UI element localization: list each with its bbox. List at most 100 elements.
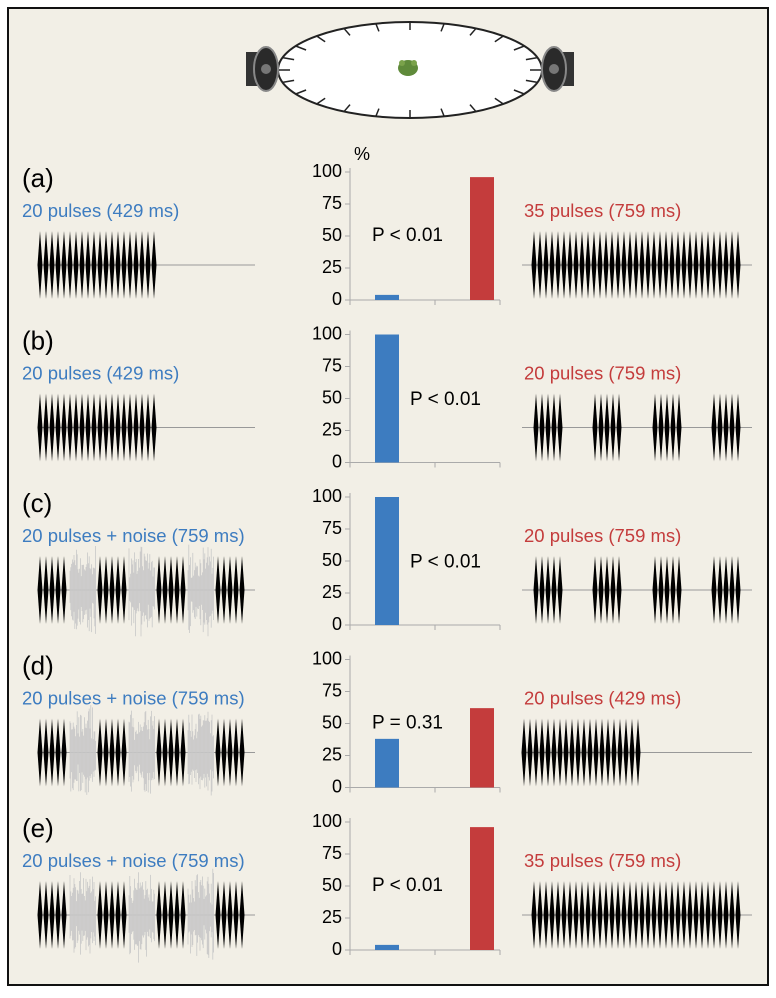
pulse (97, 718, 103, 787)
left-waveform (37, 868, 245, 963)
speaker-left (246, 46, 279, 92)
y-tick-label: 0 (332, 939, 342, 959)
pulse (55, 393, 61, 462)
pulse (603, 231, 609, 299)
bar (375, 944, 399, 950)
pulse (615, 881, 621, 949)
pulse (139, 231, 145, 299)
arena-tick (295, 89, 307, 95)
pulse (49, 556, 55, 624)
arena-tick (375, 23, 380, 32)
pulse (37, 556, 43, 624)
p-value: P < 0.01 (372, 875, 443, 896)
pulse (121, 718, 127, 787)
pulse (621, 881, 627, 949)
left-waveform (37, 393, 157, 462)
arena-tick (494, 35, 504, 43)
pulse (723, 231, 729, 299)
pulse (717, 556, 723, 624)
pulse (723, 393, 729, 462)
pulse (551, 393, 557, 462)
right-waveform (531, 881, 741, 949)
pulse (592, 556, 598, 624)
pulse (585, 231, 591, 299)
pulse (621, 231, 627, 299)
pulse (133, 393, 139, 462)
pulse (711, 881, 717, 949)
pulse (676, 393, 682, 462)
pulse (717, 231, 723, 299)
pulse (603, 881, 609, 949)
pulse (61, 881, 67, 949)
pulse (591, 231, 597, 299)
pulse (687, 231, 693, 299)
pulse (555, 231, 561, 299)
pulse (598, 393, 604, 462)
pulse (723, 556, 729, 624)
pulse (49, 231, 55, 299)
pulse (233, 718, 239, 787)
left-waveform (37, 544, 245, 637)
p-value: P = 0.31 (372, 713, 443, 734)
pulse (55, 231, 61, 299)
pulse (573, 881, 579, 949)
pulse (133, 231, 139, 299)
pulse (555, 881, 561, 949)
pulse (657, 881, 663, 949)
arena-tick (295, 45, 307, 51)
pulse (49, 881, 55, 949)
panel: (c) 20 pulses + noise (759 ms) 20 pulses (… (22, 486, 752, 637)
y-tick-label: 100 (312, 161, 342, 181)
pulse (61, 556, 67, 624)
pulse (543, 231, 549, 299)
y-tick-label: 0 (332, 614, 342, 634)
pulse (162, 881, 168, 949)
pulse (557, 718, 563, 787)
pulse (121, 881, 127, 949)
pulse (633, 881, 639, 949)
pulse (549, 231, 555, 299)
pulse (533, 393, 539, 462)
panel: (e) 20 pulses + noise (759 ms) 35 pulses (… (22, 811, 752, 963)
pulse (610, 393, 616, 462)
pulse (151, 393, 157, 462)
right-stimulus-label: 20 pulses (429 ms) (524, 687, 681, 708)
panel-label: (a) (22, 163, 54, 193)
arena-tick (282, 56, 295, 61)
pulse (599, 718, 605, 787)
pulse (162, 718, 168, 787)
pulse (67, 393, 73, 462)
pulse (735, 556, 741, 624)
pulse (663, 231, 669, 299)
bar (470, 177, 494, 300)
pulse (610, 556, 616, 624)
pulse (239, 881, 245, 949)
pulse (723, 881, 729, 949)
pulse (604, 393, 610, 462)
arena-tick (316, 35, 326, 43)
pulse (699, 231, 705, 299)
pulse (85, 393, 91, 462)
y-tick-label: 25 (322, 582, 342, 602)
arena-tick (525, 56, 538, 61)
pulse (735, 881, 741, 949)
pulse (693, 881, 699, 949)
pulse (43, 556, 49, 624)
pulse (658, 556, 664, 624)
bar (470, 708, 494, 788)
pulse (645, 231, 651, 299)
pulse (180, 881, 186, 949)
y-tick-label: 75 (322, 843, 342, 863)
pulse (103, 881, 109, 949)
pulse (652, 556, 658, 624)
y-tick-label: 75 (322, 680, 342, 700)
pulse (651, 881, 657, 949)
pulse (633, 231, 639, 299)
pulse (37, 718, 43, 787)
pulse (561, 881, 567, 949)
panel-label: (e) (22, 813, 54, 843)
pulse (239, 556, 245, 624)
pulse (539, 393, 545, 462)
pulse (49, 393, 55, 462)
pulse (543, 881, 549, 949)
